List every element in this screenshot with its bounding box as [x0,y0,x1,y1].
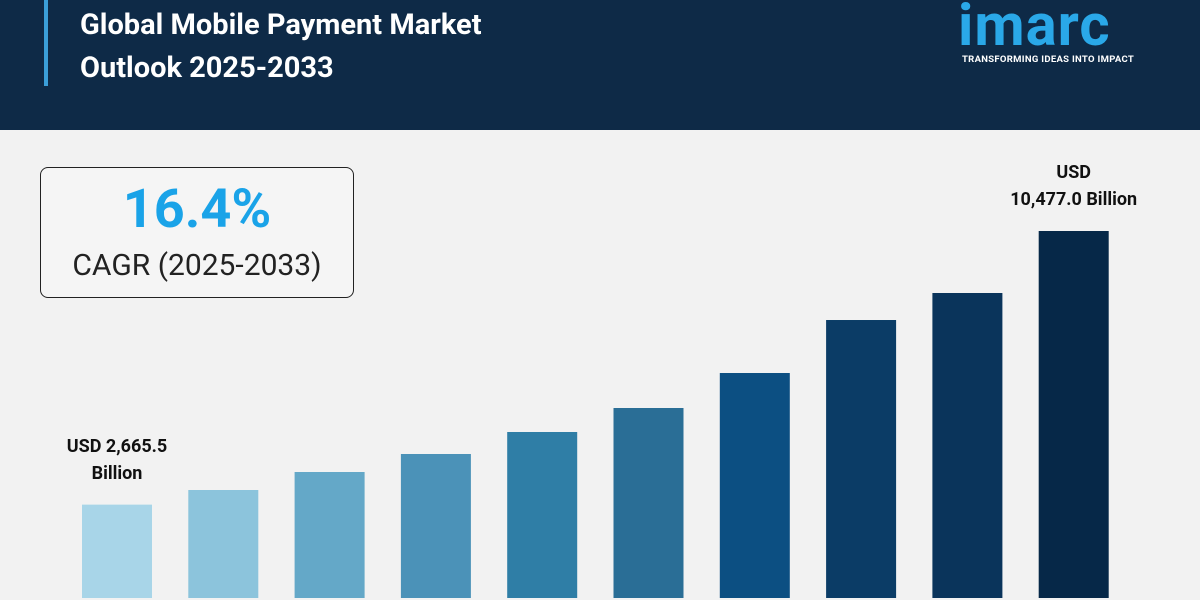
accent-line [44,0,48,86]
logo: imarc [958,0,1111,60]
bar [82,504,152,598]
value-label: USD 10,477.0 Billion [1010,162,1138,210]
bar [188,490,259,598]
bar [826,320,897,598]
bar [294,472,365,598]
cagr-value: 16.4% [122,178,272,241]
cagr-box: 16.4% CAGR (2025-2033) [40,167,354,298]
bar [1038,231,1109,598]
title: Global Mobile Payment Market Outlook 202… [80,8,482,85]
tagline: TRANSFORMING IDEAS INTO IMPACT [962,54,1135,65]
header: Global Mobile Payment Market Outlook 202… [0,0,1200,130]
value-label: USD 2,665.5 Billion [66,435,168,484]
bar [507,431,578,598]
bar [613,408,684,598]
bar [932,293,1003,598]
cagr-label: CAGR (2025-2033) [72,248,322,283]
bar [400,453,471,598]
bar [719,373,790,598]
